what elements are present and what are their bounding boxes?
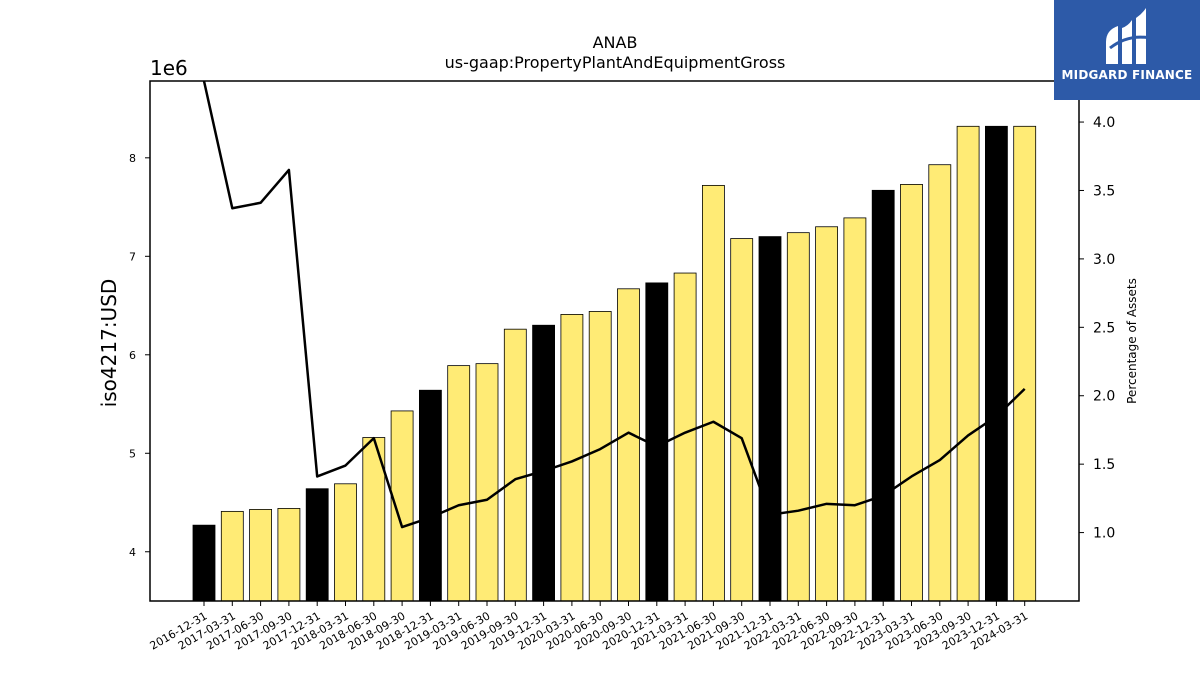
bar [1013, 125, 1037, 602]
bar [305, 488, 329, 602]
bar [730, 238, 754, 602]
bar [871, 189, 895, 602]
y-tick-label: 4 [129, 546, 136, 559]
bar [447, 365, 471, 602]
y2-axis-label: Percentage of Assets [1125, 278, 1139, 404]
bar [220, 510, 244, 602]
bar [192, 524, 216, 602]
x-axis-ticks: 2016-12-312017-03-312017-06-302017-09-30… [148, 601, 1030, 653]
bar [843, 217, 867, 602]
bar [334, 483, 357, 602]
line-series [202, 80, 1026, 529]
bar [503, 328, 527, 602]
bar [928, 164, 952, 602]
bar [617, 288, 640, 602]
bar [277, 508, 301, 602]
bar [900, 184, 923, 602]
bar [588, 311, 612, 602]
y-tick-label: 7 [129, 250, 136, 263]
chart-subtitle: us-gaap:PropertyPlantAndEquipmentGross [445, 53, 786, 72]
bar [532, 324, 555, 602]
y2-tick-label: 1.0 [1093, 526, 1115, 542]
y2-tick-label: 1.5 [1093, 457, 1115, 473]
line-series-path [202, 80, 1026, 529]
y-axis-label: iso4217:USD [97, 279, 121, 408]
y-axis-ticks: 4 5 6 7 8 [129, 152, 150, 559]
brand-logo: MIDGARD FINANCE [1054, 0, 1200, 100]
bar [249, 509, 273, 602]
chart-title: ANAB [593, 33, 638, 52]
brand-mark-icon [1106, 8, 1151, 64]
bars [192, 125, 1037, 602]
plot-frame [149, 80, 1080, 602]
y2-tick-label: 4.0 [1093, 115, 1115, 131]
bar [758, 236, 782, 602]
bar [418, 389, 442, 602]
y-tick-label: 8 [129, 152, 136, 165]
bar [815, 226, 838, 602]
bar [786, 232, 810, 602]
brand-name: MIDGARD FINANCE [1061, 68, 1193, 82]
bar [985, 125, 1008, 602]
y2-tick-label: 3.5 [1093, 183, 1115, 199]
y2-tick-label: 2.0 [1093, 389, 1115, 405]
y-offset-label: 1e6 [150, 56, 188, 80]
bar [956, 125, 980, 602]
y2-axis-ticks: 1.0 1.5 2.0 2.5 3.0 3.5 4.0 [1079, 115, 1115, 542]
y-tick-label: 5 [129, 447, 136, 460]
bar [702, 184, 725, 602]
bar [475, 363, 499, 602]
y2-tick-label: 3.0 [1093, 252, 1115, 268]
y-tick-label: 6 [129, 349, 136, 362]
y2-tick-label: 2.5 [1093, 320, 1115, 336]
